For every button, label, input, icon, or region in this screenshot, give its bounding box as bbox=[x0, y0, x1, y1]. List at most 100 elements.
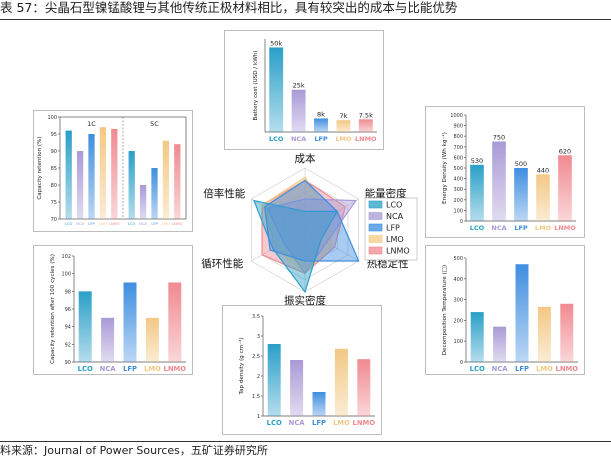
bar-lco bbox=[269, 47, 284, 132]
x-label-5c-nca: NCA bbox=[139, 222, 147, 226]
y-tick-label: 400 bbox=[453, 277, 463, 283]
y-tick-label: 3 bbox=[257, 334, 260, 340]
x-label-1c-lmo: LMO bbox=[99, 222, 107, 226]
radar-spoke bbox=[251, 229, 306, 262]
y-tick-label: 2 bbox=[257, 374, 260, 380]
x-label-lco: LCO bbox=[78, 365, 93, 373]
bar-lfp bbox=[515, 264, 529, 362]
y-axis-title: Tap density (g cm⁻³) bbox=[238, 338, 245, 396]
bar-5c-lmo bbox=[162, 140, 170, 219]
y-tick-label: 3.5 bbox=[252, 314, 260, 320]
bar-5c-lco bbox=[128, 151, 135, 219]
y-tick-label: 500 bbox=[453, 166, 463, 172]
x-label-lfp: LFP bbox=[514, 224, 528, 232]
x-label-1c-lco: LCO bbox=[65, 222, 73, 226]
cycle-chart-panel: 90 92 94 96 98 100 102 Capacity retention after… bbox=[33, 245, 193, 375]
x-label-lco: LCO bbox=[470, 365, 485, 373]
x-label-lco: LCO bbox=[470, 224, 485, 232]
data-label-lco: 50k bbox=[270, 39, 282, 47]
y-tick-label: 70 bbox=[51, 217, 57, 223]
bar-1c-lfp bbox=[88, 134, 95, 219]
y-tick-label: 85 bbox=[51, 166, 57, 172]
bar-5c-lfp bbox=[151, 168, 158, 219]
y-tick-label: 96 bbox=[65, 307, 71, 313]
bar-1c-lmo bbox=[99, 127, 107, 219]
axis-label-energy-density: 能量密度 bbox=[365, 187, 407, 200]
bar-lfp bbox=[314, 118, 328, 132]
x-label-lmo: LMO bbox=[333, 419, 350, 427]
energy-chart-panel: 0 100 200 300 400 500 600 700 800 900 1000 Energy D… bbox=[425, 106, 585, 238]
group-label-1c: 1C bbox=[87, 120, 96, 128]
axis-label-cost: 成本 bbox=[295, 152, 316, 165]
y-tick-label: 100 bbox=[61, 272, 71, 278]
y-tick-label: 94 bbox=[65, 325, 71, 331]
x-label-5c-lfp: LFP bbox=[151, 222, 158, 226]
axis-label-cycle-performance: 循环性能 bbox=[201, 257, 243, 270]
y-axis-title: Decomposition Temperature (□) bbox=[442, 265, 448, 356]
bar-1c-nca bbox=[76, 151, 84, 219]
rate-chart: 70 75 80 85 90 95 100 Capacity retention (%) 1C L… bbox=[37, 115, 187, 226]
axis-label-tap-density: 振实密度 bbox=[284, 294, 326, 307]
bar-lmo bbox=[537, 306, 551, 362]
bar-5c-nca bbox=[139, 185, 147, 219]
data-label-lfp: 500 bbox=[515, 160, 527, 168]
bar-lnmo bbox=[560, 303, 574, 362]
y-tick-label: 800 bbox=[453, 134, 463, 140]
x-label-lnmo: LNMO bbox=[554, 224, 576, 232]
x-label-5c-lnmo: LNMO bbox=[172, 222, 183, 226]
y-tick-label: 102 bbox=[61, 254, 71, 260]
legend-swatch-lfp bbox=[368, 223, 383, 232]
legend-swatch-lmo bbox=[368, 235, 383, 243]
radar-series-lfp bbox=[264, 179, 360, 262]
y-tick-label: 2.5 bbox=[252, 354, 260, 360]
legend-label-lco: LCO bbox=[386, 201, 402, 210]
axis-label-rate-performance: 倍率性能 bbox=[203, 187, 245, 200]
footer-divider bbox=[0, 441, 611, 442]
x-label-nca: NCA bbox=[291, 135, 306, 143]
bar-nca bbox=[291, 89, 306, 132]
data-label-nca: 25k bbox=[293, 82, 305, 90]
x-label-nca: NCA bbox=[491, 224, 506, 232]
legend-swatch-lnmo bbox=[368, 246, 383, 255]
y-tick-label: 92 bbox=[65, 342, 71, 348]
thermal-chart: 0 100 200 300 400 500 Decomposition Temperatur… bbox=[442, 256, 578, 373]
y-tick-label: 90 bbox=[51, 149, 57, 155]
bar-nca bbox=[290, 360, 304, 416]
x-label-nca: NCA bbox=[289, 419, 306, 427]
tap-chart-panel: 1 1.5 2 2.5 3 3.5 Tap density (g cm⁻³) LCO NCA LF… bbox=[222, 305, 382, 435]
data-label-lnmo: 7.5k bbox=[359, 111, 373, 119]
bar-lmo bbox=[145, 317, 159, 362]
y-tick-label: 600 bbox=[453, 155, 463, 161]
y-tick-label: 100 bbox=[47, 115, 57, 121]
y-tick-label: 95 bbox=[51, 132, 57, 138]
y-tick-label: 80 bbox=[51, 183, 57, 189]
x-label-lfp: LFP bbox=[314, 135, 328, 143]
bar-lmo bbox=[336, 120, 351, 132]
tap-chart: 1 1.5 2 2.5 3 3.5 Tap density (g cm⁻³) LCO NCA LF… bbox=[238, 314, 375, 427]
y-tick-label: 100 bbox=[453, 208, 463, 214]
header-divider bbox=[0, 19, 611, 20]
y-tick-label: 0 bbox=[460, 219, 463, 225]
data-label-nca: 750 bbox=[493, 134, 505, 142]
bar-lco bbox=[267, 344, 281, 416]
bar-lnmo bbox=[357, 359, 371, 416]
y-axis-title: Battery cost (USD / kWh) bbox=[253, 51, 259, 121]
y-tick-label: 500 bbox=[453, 256, 463, 262]
legend-label-lnmo: LNMO bbox=[386, 247, 410, 256]
bar-lco bbox=[470, 312, 484, 362]
radar-chart-area: 成本 能量密度 热稳定性 振实密度 循环性能 倍率性能 LCO NCA LFP LMO LNMO bbox=[183, 150, 423, 308]
x-label-lco: LCO bbox=[267, 419, 282, 427]
data-label-lnmo: 620 bbox=[559, 147, 571, 155]
source-note: 料来源：Journal of Power Sources，五矿证券研究所 bbox=[0, 444, 268, 457]
thermal-chart-panel: 0 100 200 300 400 500 Decomposition Temperatur… bbox=[425, 245, 585, 375]
y-tick-label: 1 bbox=[257, 414, 260, 420]
bar-lfp bbox=[123, 282, 137, 362]
page-title: 表 57：尖晶石型镍锰酸锂与其他传统正极材料相比，具有较突出的成本与比能优势 bbox=[0, 0, 458, 15]
x-label-1c-nca: NCA bbox=[76, 222, 84, 226]
rate-chart-panel: 70 75 80 85 90 95 100 Capacity retention (%) 1C L… bbox=[33, 110, 193, 232]
y-tick-label: 200 bbox=[453, 318, 463, 324]
bar-lnmo bbox=[358, 119, 373, 132]
bar-lmo bbox=[334, 348, 348, 416]
y-tick-label: 300 bbox=[453, 298, 463, 304]
bar-lco bbox=[470, 164, 484, 221]
